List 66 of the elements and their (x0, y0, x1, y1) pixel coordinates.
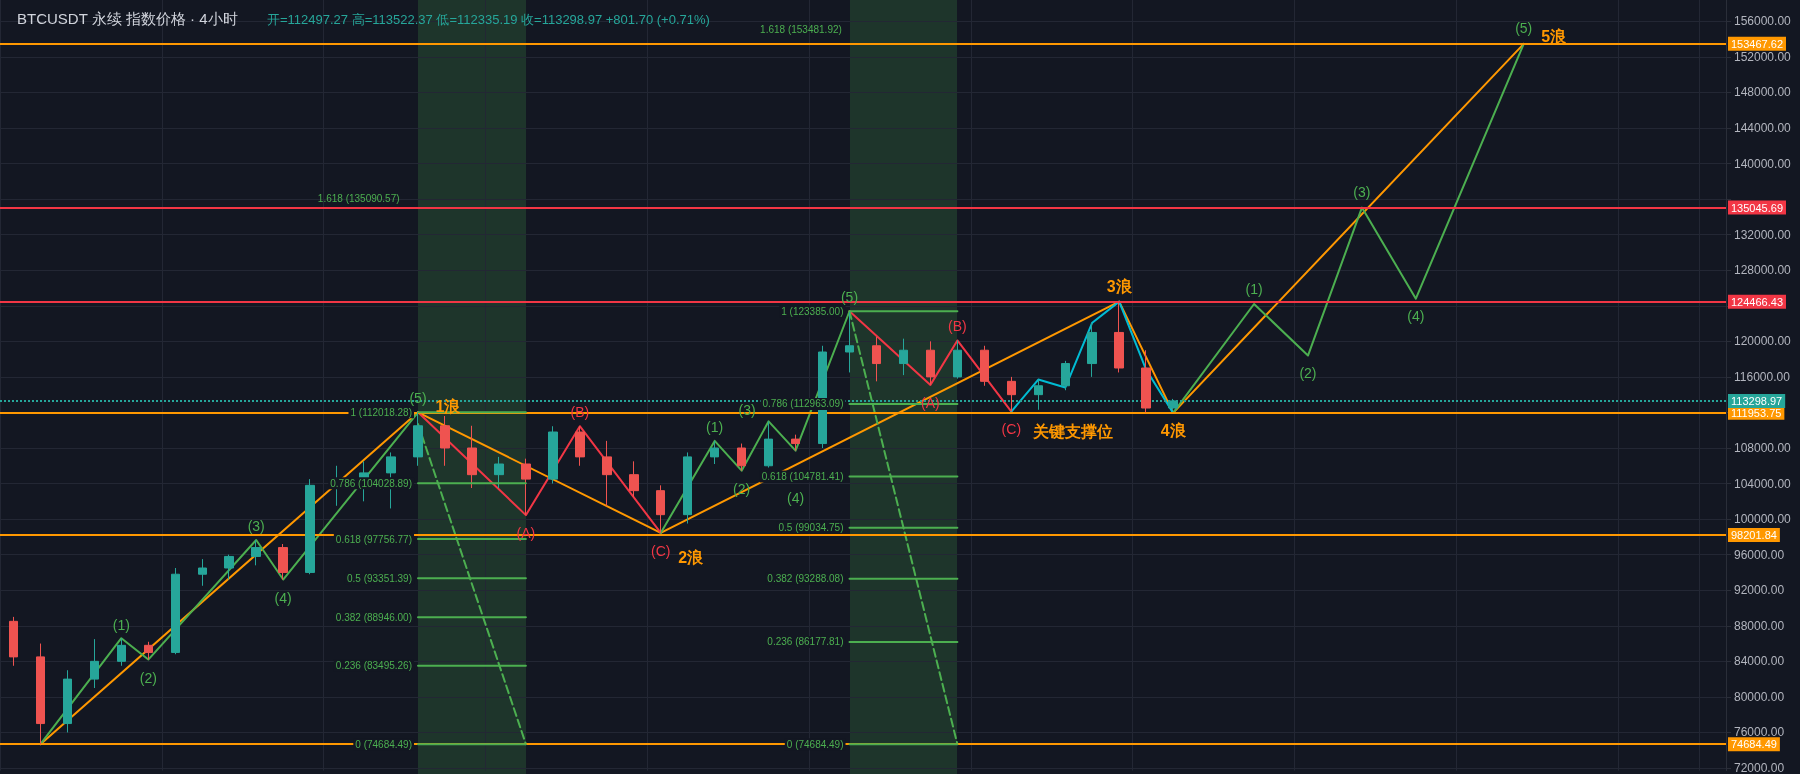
annotation: 1.618 (153481.92) (760, 23, 842, 35)
ref-line-label: 153467.62 (1731, 37, 1783, 50)
series-label: 0.786 (104028.89) (330, 477, 413, 489)
y-tick-label: 104000.00 (1734, 476, 1792, 491)
annotation: (2) (1299, 365, 1317, 382)
y-tick-label: 116000.00 (1734, 369, 1791, 384)
annotation: (3) (247, 518, 265, 535)
y-tick-label: 156000.00 (1734, 14, 1792, 29)
series-label: 0.5 (93351.39) (346, 572, 413, 584)
y-tick-label: 108000.00 (1734, 441, 1792, 455)
annotation: (5) (840, 288, 859, 305)
annotation: 1浪 (435, 396, 462, 415)
y-tick-label: 88000.00 (1734, 618, 1785, 633)
annotation: (1) (706, 418, 724, 435)
y-tick-label: 152000.00 (1734, 49, 1792, 64)
series-label: 0.382 (88946.00) (335, 611, 413, 623)
y-tick-label: 84000.00 (1734, 654, 1785, 669)
annotation: 4浪 (1160, 421, 1187, 440)
series-label: 1 (123385.00) (781, 305, 844, 317)
ref-line-label: 124466.43 (1731, 295, 1783, 308)
y-tick-label: 140000.00 (1734, 156, 1792, 171)
y-tick-label: 72000.00 (1734, 761, 1785, 774)
annotation: 2浪 (678, 547, 705, 566)
annotation: (4) (274, 590, 292, 607)
y-tick-label: 144000.00 (1734, 121, 1792, 135)
text: 开=112497.27 高=113522.37 低=112335.19 收=113298.97 +801.70 (+0.71%) (267, 12, 710, 27)
ref-line-label: 135045.69 (1731, 201, 1783, 214)
annotation: 5浪 (1541, 26, 1568, 45)
text: BTCUSDT 永续 指数价格 · 4小时 (17, 10, 238, 27)
y-tick-label: 148000.00 (1734, 85, 1792, 100)
annotation: (C) (1001, 421, 1022, 438)
y-tick-label: 92000.00 (1734, 583, 1785, 598)
annotation: 关键支撑位 (1032, 422, 1114, 440)
annotation: (C) (651, 543, 671, 560)
ref-line-label: 113298.97 (1731, 394, 1783, 407)
y-tick-label: 80000.00 (1734, 689, 1785, 704)
y-tick-label: 132000.00 (1734, 227, 1792, 242)
series-label: 0.618 (104781.41) (761, 471, 844, 483)
annotation: 3浪 (1106, 277, 1133, 296)
series-label: 0.236 (83495.26) (335, 660, 413, 672)
annotation: (4) (787, 490, 805, 507)
annotation: (2) (139, 670, 157, 687)
series-label: 0 (74684.49) (786, 738, 844, 750)
annotation: (5) (1515, 20, 1533, 37)
annotation: 1.618 (135090.57) (317, 192, 400, 204)
series-label: 0.382 (93288.08) (767, 573, 844, 585)
series-label: 0.786 (112963.09) (762, 398, 844, 410)
ref-line-label: 98201.84 (1731, 529, 1777, 542)
y-tick-label: 120000.00 (1734, 334, 1792, 349)
ref-line-label: 111953.75 (1731, 406, 1782, 419)
series-label: 0.618 (97756.77) (335, 533, 413, 545)
annotation: (B) (948, 317, 967, 334)
series-label: 0 (74684.49) (355, 738, 413, 750)
y-tick-label: 100000.00 (1734, 512, 1792, 527)
y-tick-label: 128000.00 (1734, 263, 1792, 278)
annotation: (1) (112, 616, 130, 633)
series-label: 0.5 (99034.75) (778, 522, 844, 534)
annotation: (1) (1245, 281, 1263, 298)
annotation: (3) (1353, 184, 1371, 201)
annotation: (5) (409, 390, 427, 407)
y-tick-label: 76000.00 (1734, 725, 1785, 740)
annotation: (4) (1407, 307, 1425, 324)
series-label: 0.236 (86177.81) (767, 636, 844, 648)
ref-line-label: 74684.49 (1731, 738, 1777, 751)
series-label: 1 (112018.28) (350, 406, 413, 418)
y-tick-label: 96000.00 (1734, 547, 1785, 562)
